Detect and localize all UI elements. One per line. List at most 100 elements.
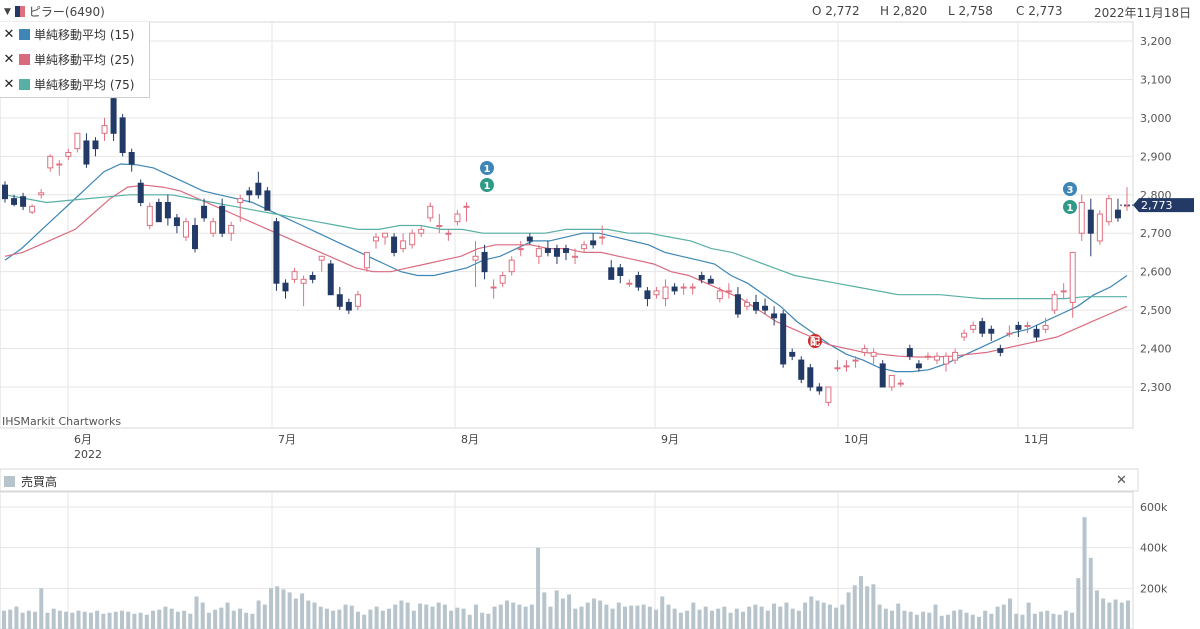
volume-bar (1001, 604, 1006, 629)
volume-bar (1057, 614, 1062, 629)
candle-body (807, 367, 814, 388)
volume-bar (554, 590, 559, 629)
ticker-selector[interactable]: ▼ ピラー(6490) (4, 3, 105, 20)
candle-body (644, 290, 651, 300)
volume-bar (1032, 613, 1037, 629)
candle-body (264, 190, 271, 211)
y-tick-label: 2,300 (1140, 381, 1172, 394)
open-value: O 2,772 (812, 4, 860, 18)
candle-body (436, 225, 443, 228)
volume-bar (312, 602, 317, 629)
candle-body (653, 290, 660, 296)
volume-bar (629, 605, 634, 629)
candle-body (1006, 332, 1013, 335)
event-marker-label: 3 (1067, 185, 1074, 196)
candle-body (834, 367, 841, 370)
candle-body (192, 225, 199, 250)
volume-bar (511, 602, 516, 629)
volume-bar (945, 614, 950, 629)
volume-bar (244, 612, 249, 629)
volume-bar (778, 606, 783, 629)
high-value: H 2,820 (880, 4, 928, 18)
volume-bar (256, 600, 261, 629)
candle-body (689, 286, 696, 289)
volume-bar (1076, 578, 1081, 629)
volume-header-bar (0, 468, 1139, 492)
legend-label: 単純移動平均 (75) (34, 78, 135, 92)
candle-body (970, 324, 977, 330)
volume-bar (1070, 612, 1075, 629)
volume-bar (654, 609, 659, 629)
y-tick-label: 2,900 (1140, 150, 1172, 163)
volume-bar (175, 611, 180, 629)
volume-bar (82, 611, 87, 629)
volume-bar (368, 609, 373, 629)
volume-bar (163, 606, 168, 629)
chevron-down-icon[interactable]: ▼ (4, 6, 11, 17)
candle-body (499, 275, 506, 284)
candle-body (961, 332, 968, 338)
candle-body (1033, 328, 1040, 338)
candle-body (617, 267, 624, 277)
volume-bar (952, 610, 957, 629)
volume-bar (1051, 613, 1056, 629)
candle-body (201, 205, 208, 219)
candle-body (635, 275, 642, 288)
volume-bar (591, 598, 596, 629)
candle-body (291, 271, 298, 280)
y-tick-label: 3,100 (1140, 73, 1172, 86)
volume-bar (815, 600, 820, 629)
volume-bar (790, 608, 795, 629)
candle-body (599, 236, 606, 239)
volume-bar (927, 612, 932, 629)
volume-bar (840, 604, 845, 629)
candle-body (553, 248, 560, 257)
volume-bar (498, 604, 503, 629)
candlestick-icon (14, 6, 25, 17)
candle-body (219, 205, 226, 234)
candle-body (29, 205, 36, 213)
volume-bar (399, 600, 404, 629)
close-icon[interactable]: ✕ (3, 77, 15, 92)
candle-body (608, 267, 615, 280)
volume-bar (51, 608, 56, 629)
volume-bar (70, 612, 75, 629)
volume-bar (523, 606, 528, 629)
volume-swatch (4, 475, 15, 487)
volume-bar (585, 602, 590, 629)
close-icon[interactable]: ✕ (3, 27, 15, 42)
candle-body (345, 301, 352, 311)
volume-bar (231, 610, 236, 629)
date-label: 2022年11月18日 (1094, 6, 1192, 20)
candle-body (590, 240, 597, 246)
candle-body (1015, 324, 1022, 330)
volume-bar (275, 586, 280, 629)
candle-body (427, 205, 434, 219)
last-price-tag (1133, 198, 1194, 213)
event-marker (808, 334, 822, 348)
candle-body (110, 98, 117, 134)
volume-bar (877, 604, 882, 629)
candle-body (391, 236, 398, 253)
volume-bar (157, 609, 162, 629)
candle-body (246, 190, 253, 196)
close-icon[interactable]: ✕ (3, 52, 15, 67)
volume-bar (622, 606, 627, 629)
volume-bar (896, 603, 901, 629)
volume-bar (293, 598, 298, 629)
volume-bar (194, 596, 199, 629)
volume-bar (200, 602, 205, 629)
volume-bar (846, 592, 851, 629)
volume-bar (262, 604, 267, 629)
candle-body (743, 301, 750, 307)
volume-bar (672, 608, 677, 629)
candle-body (382, 232, 389, 238)
candle-body (318, 255, 325, 261)
volume-bar (1045, 610, 1050, 629)
volume-bar (716, 608, 721, 629)
ticker-label: ピラー(6490) (28, 5, 105, 19)
close-icon[interactable]: ✕ (1116, 473, 1127, 488)
legend-item-ma15: ✕ 単純移動平均 (15) (0, 22, 149, 47)
legend-swatch (19, 29, 30, 40)
candle-body (164, 201, 171, 219)
